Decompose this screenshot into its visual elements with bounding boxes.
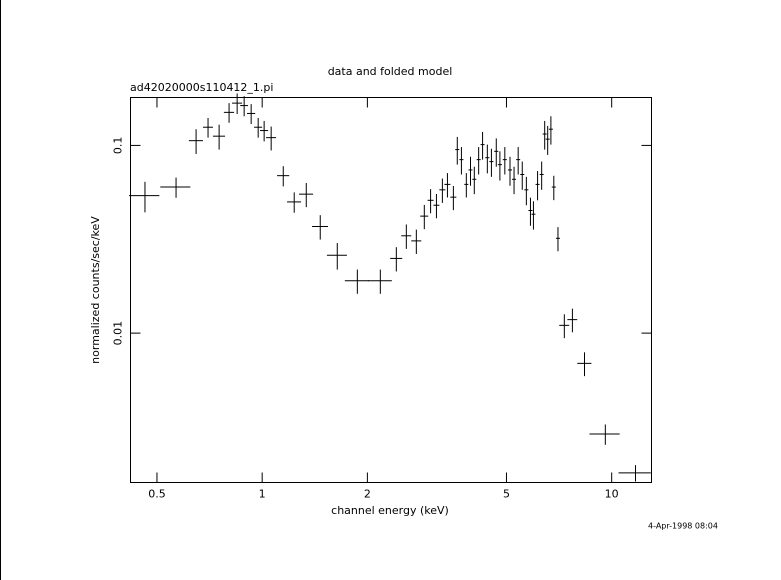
x-tick-label: 0.5 — [148, 488, 166, 501]
x-tick-label: 2 — [364, 488, 371, 501]
y-tick-label: 0.1 — [112, 137, 125, 155]
chart-title: data and folded model — [328, 65, 453, 78]
x-tick-label: 10 — [605, 488, 619, 501]
x-axis-label: channel energy (keV) — [331, 504, 449, 517]
timestamp: 4-Apr-1998 08:04 — [648, 522, 718, 531]
x-tick-label: 5 — [503, 488, 510, 501]
chart-subtitle: ad42020000s110412_1.pi — [130, 81, 273, 94]
y-axis-label: normalized counts/sec/keV — [89, 216, 102, 364]
x-tick-label: 1 — [259, 488, 266, 501]
y-tick-label: 0.01 — [112, 321, 125, 346]
plot-frame — [130, 97, 652, 483]
